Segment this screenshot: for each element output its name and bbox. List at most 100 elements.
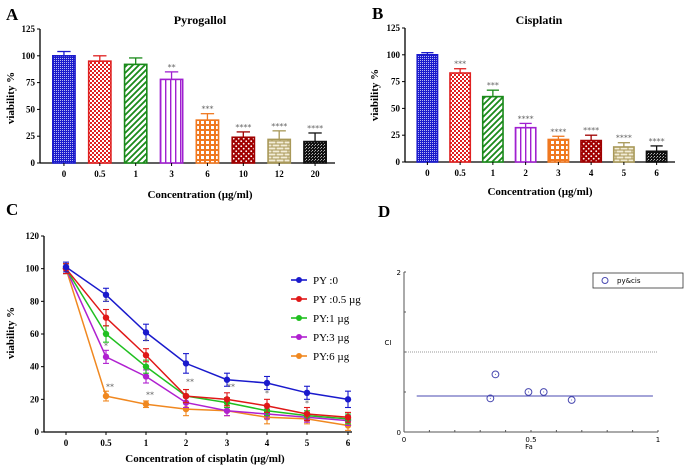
data-point bbox=[102, 314, 110, 321]
x-tick-label: 2 bbox=[523, 168, 528, 178]
data-point bbox=[344, 414, 352, 421]
data-point bbox=[142, 373, 150, 380]
y-tick-label: 2 bbox=[397, 269, 401, 277]
data-point bbox=[344, 396, 352, 403]
legend-label: PY:6 µg bbox=[313, 351, 350, 363]
x-tick-label: 0 bbox=[425, 168, 430, 178]
y-tick-label: 0 bbox=[35, 427, 40, 437]
chart-title: Pyrogallol bbox=[174, 13, 227, 27]
legend-item: PY:6 µg bbox=[291, 351, 350, 363]
data-point bbox=[223, 407, 231, 414]
x-tick-label: 1 bbox=[133, 169, 138, 179]
legend-label: PY:1 µg bbox=[313, 313, 350, 325]
significance-label: **** bbox=[271, 122, 287, 131]
legend-label: PY :0 bbox=[313, 275, 338, 287]
legend-marker bbox=[296, 334, 302, 340]
bar bbox=[481, 95, 504, 163]
y-tick-label: 75 bbox=[26, 78, 36, 88]
point-marker bbox=[486, 394, 495, 403]
legend-label: PY :0.5 µg bbox=[313, 294, 361, 306]
x-tick-label: 3 bbox=[225, 438, 230, 448]
x-tick-label: 0 bbox=[62, 169, 67, 179]
data-point bbox=[62, 263, 70, 271]
significance-label: * bbox=[104, 298, 108, 307]
panel-a-bar-chart: Pyrogallol Concentration (µg/ml) viabili… bbox=[5, 13, 335, 201]
panel-letter-c: C bbox=[6, 200, 18, 219]
point-center bbox=[527, 391, 529, 393]
data-point bbox=[263, 379, 271, 387]
bar bbox=[195, 119, 220, 164]
bar bbox=[231, 136, 256, 164]
data-point bbox=[142, 363, 150, 370]
series-line bbox=[65, 268, 349, 419]
x-axis-label: Concentration (µg/ml) bbox=[147, 189, 252, 201]
significance-label: **** bbox=[518, 114, 534, 123]
data-point bbox=[142, 329, 150, 336]
y-tick-label: 60 bbox=[30, 329, 40, 339]
legend-marker bbox=[296, 296, 302, 302]
significance-label: * bbox=[265, 389, 269, 398]
x-tick-label: 0 bbox=[402, 436, 406, 444]
y-tick-label: 125 bbox=[22, 24, 36, 34]
legend-label: PY:3 µg bbox=[313, 332, 350, 344]
legend-marker bbox=[601, 277, 609, 284]
x-tick-label: 20 bbox=[311, 169, 321, 179]
y-tick-label: 80 bbox=[30, 296, 40, 306]
x-tick-label: 5 bbox=[622, 168, 627, 178]
y-tick-label: 20 bbox=[30, 394, 40, 404]
bar bbox=[52, 54, 76, 164]
data-point bbox=[486, 394, 495, 403]
y-tick-label: 0 bbox=[396, 157, 401, 167]
series-line bbox=[65, 268, 349, 422]
significance-label: ** bbox=[186, 378, 194, 387]
data-point bbox=[102, 291, 110, 298]
y-tick-label: 120 bbox=[26, 231, 40, 241]
panel-letter-d: D bbox=[378, 202, 390, 221]
x-axis-label: Concentration of cisplatin (µg/ml) bbox=[125, 453, 285, 465]
x-tick-label: 1 bbox=[491, 168, 496, 178]
bar bbox=[303, 140, 327, 164]
data-point bbox=[142, 352, 150, 359]
x-tick-label: 0 bbox=[64, 438, 69, 448]
panel-d-scatter-chart: Fa CI 0 0.5 1 0 2 py&cis bbox=[385, 269, 684, 451]
panel-b-bar-chart: Cisplatin Concentration (µg/ml) viabilit… bbox=[369, 13, 675, 198]
panel-c-line-chart: Concentration of cisplatin (µg/ml) viabi… bbox=[5, 231, 361, 465]
y-tick-label: 50 bbox=[391, 103, 401, 113]
x-tick-label: 6 bbox=[654, 168, 659, 178]
significance-label: **** bbox=[649, 137, 665, 146]
panel-letter-b: B bbox=[372, 4, 383, 23]
legend-marker bbox=[296, 277, 302, 283]
data-point bbox=[102, 330, 110, 338]
legend-item: PY:3 µg bbox=[291, 332, 350, 344]
series-py-0 bbox=[62, 261, 352, 409]
legend-box bbox=[592, 272, 684, 289]
data-point bbox=[182, 392, 190, 400]
data-point bbox=[539, 388, 548, 396]
y-tick-label: 125 bbox=[387, 23, 401, 33]
bar bbox=[547, 138, 570, 163]
data-point bbox=[142, 401, 150, 408]
point-center bbox=[494, 373, 496, 375]
y-tick-label: 100 bbox=[387, 50, 401, 60]
x-tick-label: 4 bbox=[589, 168, 594, 178]
bar bbox=[123, 63, 148, 164]
y-tick-label: 0 bbox=[397, 429, 401, 437]
data-point bbox=[491, 370, 500, 379]
significance-label: * bbox=[104, 342, 108, 351]
data-point bbox=[102, 392, 110, 400]
y-tick-label: 100 bbox=[22, 51, 36, 61]
significance-label: ** bbox=[106, 383, 114, 392]
x-tick-label: 0.5 bbox=[525, 436, 536, 444]
point-marker bbox=[539, 388, 548, 396]
x-tick-label: 6 bbox=[346, 438, 351, 448]
series-line bbox=[65, 266, 349, 401]
significance-label: * bbox=[144, 337, 148, 346]
point-marker bbox=[524, 388, 533, 396]
x-tick-label: 10 bbox=[239, 169, 249, 179]
x-tick-label: 1 bbox=[656, 436, 660, 444]
series-line bbox=[65, 268, 349, 420]
point-center bbox=[543, 391, 545, 393]
data-point bbox=[303, 389, 311, 396]
y-tick-label: 50 bbox=[26, 104, 36, 114]
significance-label: * bbox=[305, 399, 309, 408]
